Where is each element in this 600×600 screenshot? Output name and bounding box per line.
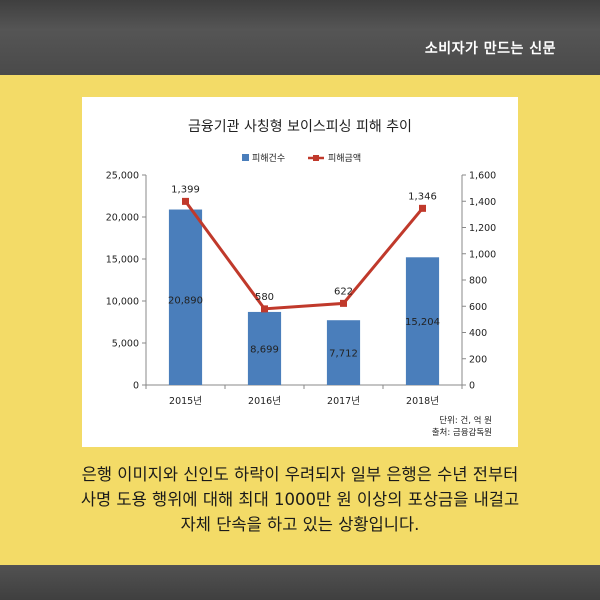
y-right-tick-label: 800: [469, 276, 487, 287]
bar-data-label: 8,699: [250, 344, 279, 355]
y-left-tick-label: 20,000: [106, 213, 139, 224]
line-series: [182, 197, 426, 313]
data-labels: 20,890 8,699 7,712 15,204 1,399 580 622 1,346: [168, 184, 440, 359]
line-data-label: 622: [334, 286, 353, 297]
chart-notes: 단위: 건, 억 원출처: 금융감독원: [432, 415, 492, 438]
y-right-tick-label: 1,000: [469, 249, 496, 260]
x-tick-label: 2018년: [406, 396, 439, 407]
y-right-tick-label: 200: [469, 354, 487, 365]
bar: [247, 311, 282, 385]
chart-note: 출처: 금융감독원: [432, 427, 492, 438]
line-data-label: 580: [255, 292, 274, 303]
y-left-tick-label: 10,000: [106, 297, 139, 308]
line-point: [182, 197, 189, 205]
legend-label: 피해건수: [252, 153, 285, 164]
line-data-label: 1,346: [408, 191, 437, 202]
y-right-tick-label: 600: [469, 302, 487, 313]
x-tick-label: 2015년: [169, 396, 202, 407]
line-data-label: 1,399: [171, 184, 200, 195]
chart-note: 단위: 건, 억 원: [439, 415, 492, 426]
x-tick-label: 2016년: [248, 396, 281, 407]
bar-data-label: 15,204: [405, 317, 440, 328]
line-point: [261, 305, 268, 313]
y-right-tick-label: 0: [469, 381, 475, 392]
bar-series: [168, 209, 440, 385]
bar-data-label: 20,890: [168, 295, 203, 306]
chart-title: 금융기관 사칭형 보이스피싱 피해 추이: [188, 119, 412, 135]
footer-band: [0, 565, 600, 600]
bar: [326, 320, 361, 385]
caption-line: 은행 이미지와 신인도 하락이 우려되자 일부 은행은 수년 전부터: [81, 465, 519, 484]
chart-card: [82, 97, 518, 447]
caption-line: 사명 도용 행위에 대해 최대 1000만 원 이상의 포상금을 내걸고: [80, 490, 520, 509]
legend-label: 피해금액: [328, 152, 361, 164]
bar: [405, 257, 440, 385]
header-band: [0, 0, 600, 75]
caption-line: 자체 단속을 하고 있는 상황입니다.: [180, 515, 420, 534]
x-tick-label: 2017년: [327, 396, 360, 407]
y-right-tick-label: 1,200: [469, 223, 496, 234]
legend-swatch-marker: [313, 155, 319, 161]
y-right-tick-label: 400: [469, 328, 487, 339]
brand-name: 소비자가 만드는 신문: [424, 41, 556, 57]
line-point: [340, 299, 347, 307]
y-left-tick-label: 5,000: [112, 339, 139, 350]
legend: 피해건수 피해금액: [242, 152, 361, 164]
y-right-tick-label: 1,600: [469, 171, 496, 182]
bar: [168, 209, 203, 385]
chart: 피해건수 피해금액 0 5,000 10,000 15,000 20,000 25,000 0…: [106, 152, 496, 438]
y-left-tick-label: 15,000: [106, 255, 139, 266]
y-left-tick-label: 25,000: [106, 171, 139, 182]
caption: 은행 이미지와 신인도 하락이 우려되자 일부 은행은 수년 전부터 사명 도용…: [30, 462, 570, 537]
legend-swatch-bar: [242, 154, 249, 161]
line-point: [419, 204, 426, 212]
bar-data-label: 7,712: [329, 349, 358, 360]
y-left-tick-label: 0: [133, 381, 139, 392]
line-path: [184, 200, 424, 311]
y-right-tick-label: 1,400: [469, 197, 496, 208]
